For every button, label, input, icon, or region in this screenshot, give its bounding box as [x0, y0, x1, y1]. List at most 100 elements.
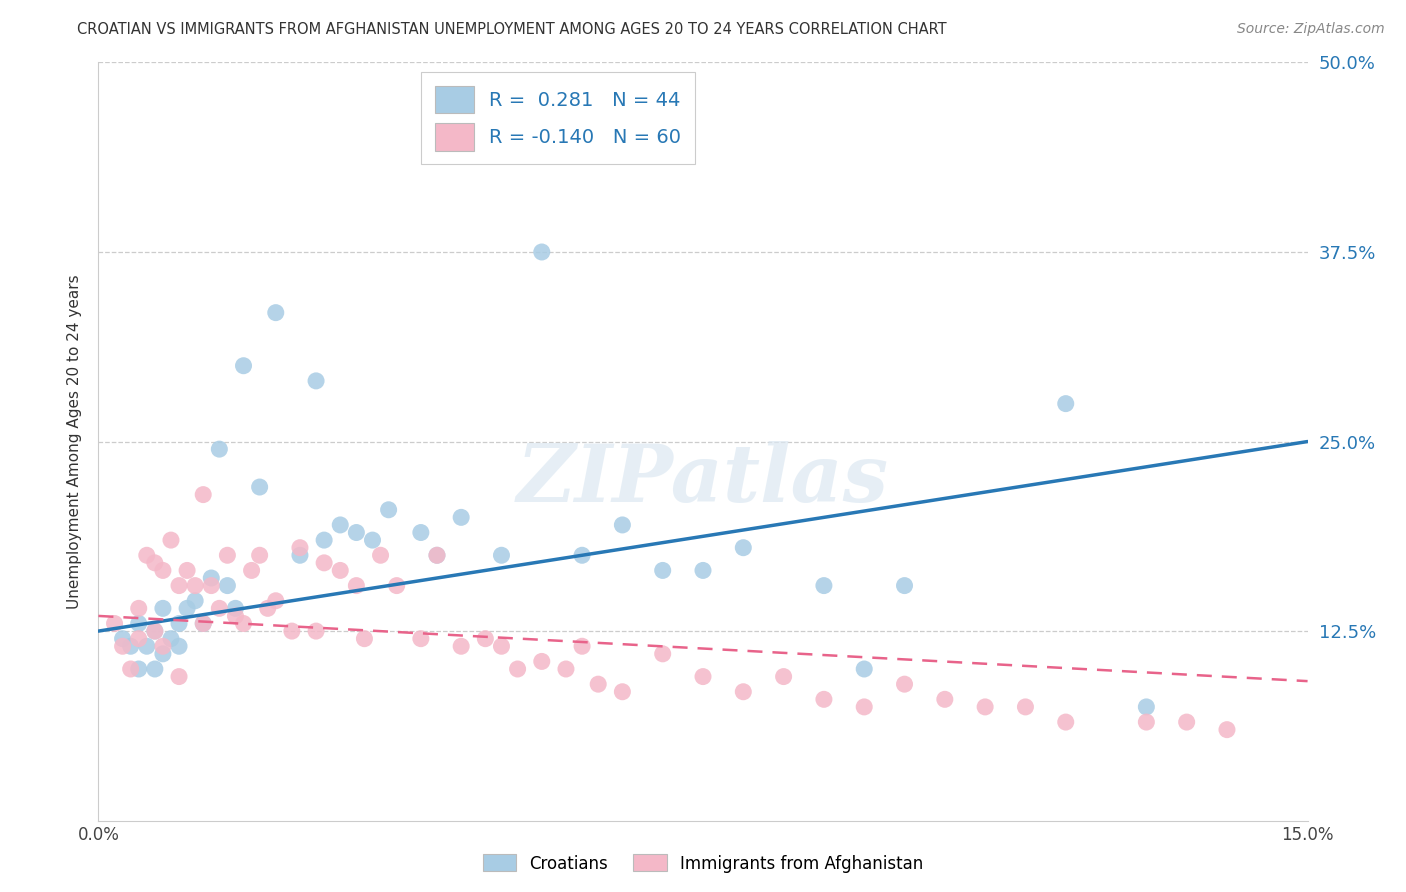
Point	[813, 579, 835, 593]
Point	[1054, 715, 1077, 730]
Point	[167, 579, 190, 593]
Point	[506, 662, 529, 676]
Point	[426, 548, 449, 563]
Point	[184, 594, 207, 608]
Point	[111, 632, 134, 646]
Point	[111, 639, 134, 653]
Text: Source: ZipAtlas.com: Source: ZipAtlas.com	[1237, 22, 1385, 37]
Point	[193, 487, 215, 501]
Point	[152, 564, 174, 578]
Point	[370, 548, 392, 563]
Point	[344, 579, 367, 593]
Point	[555, 662, 578, 676]
Point	[377, 503, 399, 517]
Point	[1014, 699, 1036, 714]
Point	[152, 601, 174, 615]
Point	[733, 541, 755, 555]
Point	[176, 564, 198, 578]
Point	[733, 685, 755, 699]
Text: ZIPatlas: ZIPatlas	[517, 441, 889, 518]
Point	[167, 639, 190, 653]
Point	[208, 601, 231, 615]
Point	[329, 564, 352, 578]
Point	[385, 579, 408, 593]
Point	[409, 632, 432, 646]
Point	[143, 662, 166, 676]
Point	[651, 647, 673, 661]
Point	[128, 632, 150, 646]
Point	[530, 655, 553, 669]
Point	[571, 548, 593, 563]
Point	[224, 601, 246, 615]
Point	[288, 541, 311, 555]
Point	[314, 556, 336, 570]
Point	[329, 517, 352, 532]
Point	[249, 480, 271, 494]
Point	[224, 608, 246, 623]
Legend: Croatians, Immigrants from Afghanistan: Croatians, Immigrants from Afghanistan	[477, 847, 929, 880]
Point	[651, 564, 673, 578]
Point	[152, 639, 174, 653]
Point	[974, 699, 997, 714]
Point	[120, 639, 142, 653]
Point	[264, 594, 287, 608]
Point	[143, 556, 166, 570]
Point	[530, 244, 553, 259]
Point	[143, 624, 166, 639]
Point	[256, 601, 278, 615]
Point	[193, 616, 215, 631]
Point	[200, 579, 222, 593]
Point	[893, 677, 915, 691]
Point	[167, 669, 190, 683]
Point	[208, 442, 231, 457]
Point	[1175, 715, 1198, 730]
Point	[288, 548, 311, 563]
Point	[772, 669, 794, 683]
Point	[361, 533, 384, 548]
Point	[571, 639, 593, 653]
Point	[853, 699, 876, 714]
Point	[128, 616, 150, 631]
Point	[240, 564, 263, 578]
Point	[612, 517, 634, 532]
Point	[474, 632, 496, 646]
Point	[586, 677, 609, 691]
Point	[120, 662, 142, 676]
Point	[160, 533, 183, 548]
Point	[491, 548, 513, 563]
Point	[612, 685, 634, 699]
Point	[135, 639, 157, 653]
Point	[692, 669, 714, 683]
Point	[232, 616, 254, 631]
Point	[1135, 715, 1157, 730]
Point	[200, 571, 222, 585]
Point	[193, 616, 215, 631]
Point	[232, 359, 254, 373]
Point	[264, 305, 287, 319]
Point	[1054, 396, 1077, 410]
Point	[353, 632, 375, 646]
Point	[450, 510, 472, 524]
Point	[217, 579, 239, 593]
Point	[184, 579, 207, 593]
Point	[934, 692, 956, 706]
Point	[176, 601, 198, 615]
Point	[692, 564, 714, 578]
Point	[893, 579, 915, 593]
Point	[305, 624, 328, 639]
Point	[128, 662, 150, 676]
Point	[491, 639, 513, 653]
Point	[135, 548, 157, 563]
Point	[409, 525, 432, 540]
Point	[217, 548, 239, 563]
Point	[281, 624, 304, 639]
Point	[160, 632, 183, 646]
Point	[143, 624, 166, 639]
Point	[152, 647, 174, 661]
Point	[344, 525, 367, 540]
Point	[426, 548, 449, 563]
Point	[249, 548, 271, 563]
Y-axis label: Unemployment Among Ages 20 to 24 years: Unemployment Among Ages 20 to 24 years	[67, 274, 83, 609]
Point	[813, 692, 835, 706]
Point	[103, 616, 125, 631]
